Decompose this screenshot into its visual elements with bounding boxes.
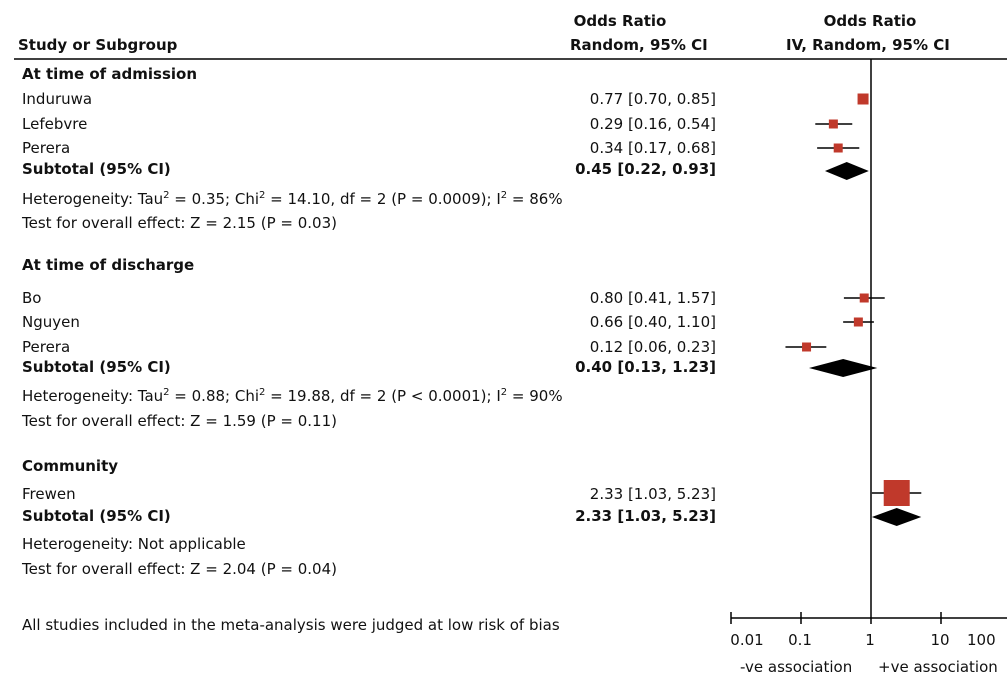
header-forest-method: IV, Random, 95% CI [786,36,950,54]
subtotal-ci: 0.40 [0.13, 1.23] [575,358,716,376]
axis-right-label: +ve association [878,658,998,676]
axis-left-label: -ve association [740,658,853,676]
overall-effect-text: Test for overall effect: Z = 2.04 (P = 0… [22,560,337,578]
subtotal-label: Subtotal (95% CI) [22,160,171,178]
study-point-estimate [802,342,812,352]
group-title: Community [22,457,119,475]
x-tick-label: 10 [930,631,950,649]
study-point-estimate [857,93,869,105]
study-ci: 0.34 [0.17, 0.68] [589,139,716,157]
study-name: Frewen [22,485,76,503]
heterogeneity-text: Heterogeneity: Not applicable [22,535,246,553]
x-tick-label: 0.1 [788,631,812,649]
subtotal-ci: 2.33 [1.03, 5.23] [575,507,716,525]
study-point-estimate [828,119,838,129]
header-or-method: Random, 95% CI [570,36,708,54]
subtotal-label: Subtotal (95% CI) [22,358,171,376]
study-point-estimate [853,317,863,327]
header-or-label: Odds Ratio [573,12,667,30]
study-ci: 0.80 [0.41, 1.57] [589,289,716,307]
study-name: Nguyen [22,313,80,331]
overall-effect-text: Test for overall effect: Z = 2.15 (P = 0… [22,214,337,232]
study-name: Lefebvre [22,115,88,133]
x-tick-label: 100 [967,631,996,649]
study-ci: 2.33 [1.03, 5.23] [589,485,716,503]
heterogeneity-text: Heterogeneity: Tau2 = 0.88; Chi2 = 19.88… [22,387,563,405]
study-name: Perera [22,338,71,356]
header-forest-label: Odds Ratio [823,12,917,30]
group-title: At time of admission [22,65,198,83]
footnote: All studies included in the meta-analysi… [22,616,560,634]
study-ci: 0.29 [0.16, 0.54] [589,115,716,133]
study-name: Bo [22,289,42,307]
study-point-estimate [833,143,843,153]
subtotal-diamond [808,359,878,377]
subtotal-diamond [824,162,869,180]
group-title: At time of discharge [22,256,195,274]
heterogeneity-text: Heterogeneity: Tau2 = 0.35; Chi2 = 14.10… [22,190,563,208]
study-name: Perera [22,139,71,157]
header-study-column: Study or Subgroup [18,36,178,54]
study-point-estimate [883,480,910,506]
study-ci: 0.66 [0.40, 1.10] [589,313,716,331]
subtotal-diamond [871,508,922,526]
subtotal-ci: 0.45 [0.22, 0.93] [575,160,716,178]
overall-effect-text: Test for overall effect: Z = 1.59 (P = 0… [22,412,337,430]
x-tick-label: 1 [865,631,875,649]
subtotal-label: Subtotal (95% CI) [22,507,171,525]
study-ci: 0.77 [0.70, 0.85] [589,90,716,108]
study-name: Induruwa [22,90,93,108]
study-point-estimate [859,293,869,303]
study-ci: 0.12 [0.06, 0.23] [589,338,716,356]
x-tick-label: 0.01 [730,631,764,649]
